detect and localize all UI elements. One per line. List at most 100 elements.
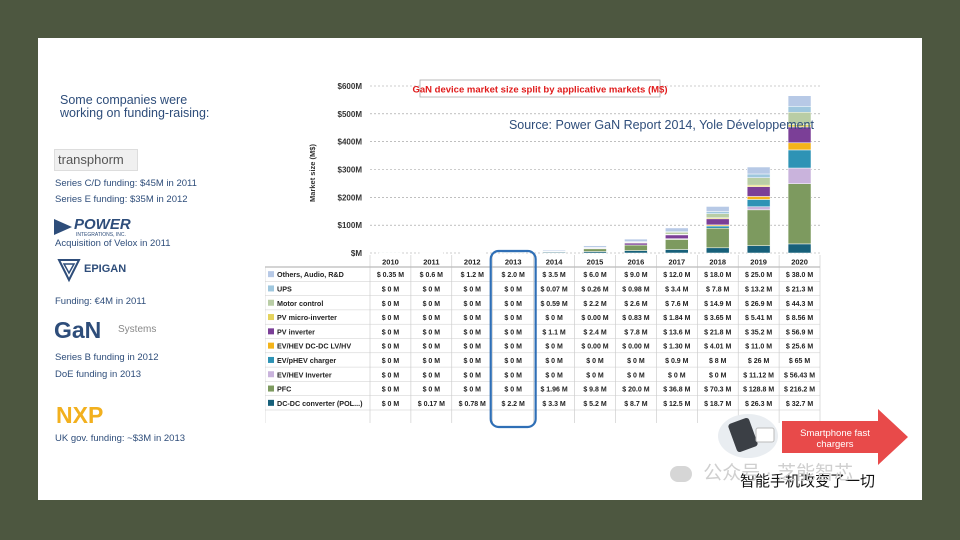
data-label: $ 0 M bbox=[668, 372, 686, 379]
bar-segment bbox=[787, 243, 812, 254]
data-label: $ 0.00 M bbox=[622, 344, 649, 351]
bar-segment bbox=[706, 227, 730, 249]
x-tick-label: 2010 bbox=[382, 258, 399, 267]
bar-segment bbox=[746, 245, 771, 254]
legend-swatch bbox=[268, 328, 274, 335]
bar-segment bbox=[665, 227, 689, 232]
data-label: $ 0 M bbox=[382, 372, 400, 379]
bar-segment bbox=[746, 173, 771, 178]
x-tick-label: 2012 bbox=[464, 258, 481, 267]
data-label: $ 20.0 M bbox=[622, 387, 649, 394]
data-label: $ 0 M bbox=[423, 344, 441, 351]
legend-label: PV inverter bbox=[277, 327, 315, 336]
data-label: $ 11.12 M bbox=[743, 372, 774, 379]
legend-label: EV/pHEV charger bbox=[277, 356, 336, 365]
data-label: $ 0 M bbox=[504, 344, 522, 351]
bar-segment bbox=[746, 186, 771, 197]
data-label: $ 3.65 M bbox=[704, 315, 731, 322]
transphorm-note-2: Series E funding: $35M in 2012 bbox=[55, 194, 188, 205]
power-integrations-logo: POWER INTEGRATIONS, INC. bbox=[54, 216, 164, 238]
bar-segment bbox=[787, 183, 812, 245]
data-label: $ 1.30 M bbox=[663, 344, 690, 351]
data-label: $ 8.56 M bbox=[786, 315, 813, 322]
data-label: $ 26 M bbox=[748, 358, 770, 365]
y-tick-label: $500M bbox=[338, 110, 363, 119]
legend-swatch bbox=[268, 371, 274, 378]
gan-logo-text: GaN bbox=[54, 317, 102, 343]
data-label: $ 0 M bbox=[382, 286, 400, 293]
epigan-logo: EPIGAN bbox=[54, 257, 144, 285]
bar-segment bbox=[706, 247, 730, 254]
market-chart: $M $100M $200M $300M $400M $500M $600M Market s… bbox=[264, 78, 825, 458]
chart-title: GaN device market size split by applicat… bbox=[412, 85, 667, 96]
data-label: $ 2.2 M bbox=[502, 401, 526, 408]
legend-swatch bbox=[268, 271, 274, 278]
data-label: $ 0 M bbox=[504, 372, 522, 379]
x-tick-label: 2020 bbox=[791, 258, 808, 267]
data-label: $ 13.2 M bbox=[745, 286, 772, 293]
y-tick-label: $600M bbox=[338, 82, 363, 91]
legend-swatch bbox=[268, 342, 274, 349]
data-label: $ 1.84 M bbox=[663, 315, 690, 322]
data-label: $ 12.0 M bbox=[663, 272, 690, 279]
data-label: $ 0.98 M bbox=[622, 286, 649, 293]
y-tick-label: $300M bbox=[338, 166, 363, 175]
data-label: $ 26.3 M bbox=[745, 401, 772, 408]
bar-segment bbox=[583, 245, 607, 248]
x-tick-label: 2015 bbox=[587, 258, 604, 267]
data-label: $ 0.59 M bbox=[540, 301, 567, 308]
data-label: $ 32.7 M bbox=[786, 401, 813, 408]
data-label: $ 56.43 M bbox=[784, 372, 815, 379]
data-label: $ 0 M bbox=[627, 358, 645, 365]
bar-segment bbox=[706, 213, 730, 219]
chargers-arrow-label: Smartphone fast chargers bbox=[800, 428, 870, 450]
funding-intro: Some companies were working on funding-r… bbox=[60, 93, 210, 120]
data-label: $ 56.9 M bbox=[786, 329, 813, 336]
legend-label: EV/HEV DC-DC LV/HV bbox=[277, 342, 351, 351]
bar-segment bbox=[624, 244, 648, 251]
bar-segment bbox=[583, 248, 607, 252]
bar-segment bbox=[746, 199, 771, 207]
data-label: $ 12.5 M bbox=[663, 401, 690, 408]
data-label: $ 0 M bbox=[382, 301, 400, 308]
x-tick-label: 2018 bbox=[709, 258, 726, 267]
data-label: $ 0 M bbox=[627, 372, 645, 379]
data-label: $ 7.8 M bbox=[706, 286, 730, 293]
data-label: $ 0.78 M bbox=[459, 401, 486, 408]
data-label: $ 2.2 M bbox=[583, 301, 607, 308]
x-tick-label: 2013 bbox=[505, 258, 522, 267]
nxp-note-1: UK gov. funding: ~$3M in 2013 bbox=[55, 433, 186, 444]
highlight-2013-box bbox=[489, 249, 537, 429]
epigan-mark bbox=[57, 259, 81, 283]
data-label: $ 0 M bbox=[586, 358, 604, 365]
data-label: $ 11.0 M bbox=[745, 344, 772, 351]
epigan-logo-text: EPIGAN bbox=[84, 263, 127, 275]
data-label: $ 25.0 M bbox=[745, 272, 772, 279]
data-label: $ 1.96 M bbox=[540, 387, 567, 394]
data-label: $ 0 M bbox=[709, 372, 727, 379]
legend-swatch bbox=[268, 356, 274, 363]
data-label: $ 0 M bbox=[382, 401, 400, 408]
bar-segment bbox=[624, 250, 648, 254]
slide: Some companies were working on funding-r… bbox=[38, 38, 922, 500]
gan-logo-subtext: Systems bbox=[118, 324, 157, 335]
data-label: $ 0 M bbox=[464, 286, 482, 293]
data-label: $ 38.0 M bbox=[786, 272, 813, 279]
bar-segment bbox=[706, 206, 730, 212]
data-label: $ 0 M bbox=[545, 372, 563, 379]
transphorm-note-1: Series C/D funding: $45M in 2011 bbox=[55, 178, 197, 189]
data-label: $ 0 M bbox=[423, 372, 441, 379]
bar-segment bbox=[706, 218, 730, 226]
data-label: $ 3.3 M bbox=[542, 401, 566, 408]
y-tick-label: $M bbox=[351, 249, 362, 258]
legend-label: UPS bbox=[277, 284, 292, 293]
legend-label: PV micro-inverter bbox=[277, 313, 337, 322]
legend-label: DC-DC converter (POL...) bbox=[277, 399, 363, 408]
bar-segment bbox=[460, 252, 484, 254]
data-label: $ 0 M bbox=[586, 372, 604, 379]
legend-swatch bbox=[268, 399, 274, 406]
data-label: $ 0 M bbox=[423, 301, 441, 308]
data-label: $ 7.6 M bbox=[665, 301, 689, 308]
chart-svg: $M $100M $200M $300M $400M $500M $600M Market s… bbox=[264, 79, 821, 429]
data-label: $ 216.2 M bbox=[784, 387, 815, 394]
